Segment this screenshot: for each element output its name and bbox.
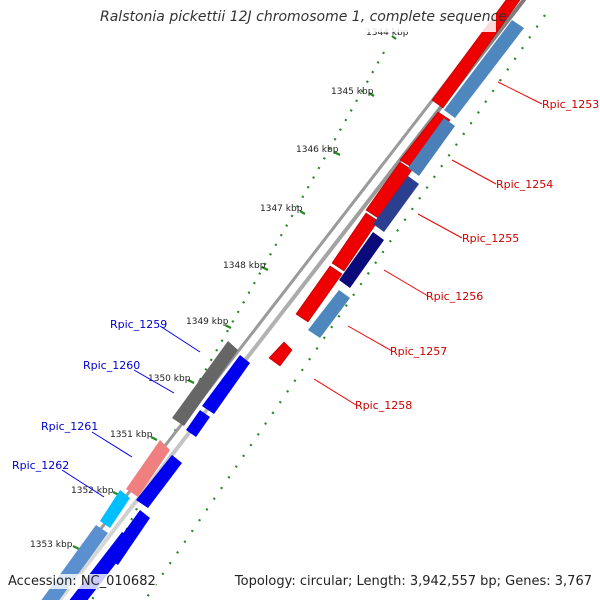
gene-label[interactable]: Rpic_1256 bbox=[426, 290, 483, 303]
kbp-labels: 1344 kbp 1345 kbp 1346 kbp 1347 kbp 1348… bbox=[30, 28, 409, 550]
kbp-label: 1350 kbp bbox=[148, 374, 191, 384]
accession-text: Accession: NC_010682 bbox=[8, 574, 156, 589]
reverse-gene-labels: Rpic_1259 Rpic_1260 Rpic_1261 Rpic_1262 bbox=[12, 318, 167, 472]
gene-label[interactable]: Rpic_1258 bbox=[355, 399, 412, 412]
kbp-label: 1344 kbp bbox=[366, 28, 409, 38]
kbp-label: 1348 kbp bbox=[223, 261, 266, 271]
kbp-ticks bbox=[72, 35, 397, 550]
tick-track-inner bbox=[144, 14, 546, 600]
gene-rpic-1258[interactable] bbox=[268, 341, 293, 367]
gene-label[interactable]: Rpic_1255 bbox=[462, 232, 519, 245]
kbp-label: 1349 kbp bbox=[186, 317, 229, 327]
gene-label[interactable]: Rpic_1261 bbox=[41, 420, 98, 433]
gene-rpic-1256[interactable] bbox=[331, 212, 379, 272]
forward-strand-genes bbox=[268, 0, 521, 367]
reverse-callouts bbox=[61, 325, 201, 498]
kbp-label: 1347 kbp bbox=[260, 204, 303, 214]
gene-label[interactable]: Rpic_1262 bbox=[12, 459, 69, 472]
topology-text: Topology: circular; Length: 3,942,557 bp… bbox=[234, 574, 592, 589]
kbp-label: 1351 kbp bbox=[110, 430, 153, 440]
gene-label[interactable]: Rpic_1257 bbox=[390, 345, 447, 358]
map-title: Ralstonia pickettii 12J chromosome 1, co… bbox=[100, 9, 507, 25]
forward-callouts bbox=[313, 81, 543, 406]
kbp-label: 1353 kbp bbox=[30, 540, 73, 550]
gene-label[interactable]: Rpic_1254 bbox=[496, 178, 553, 191]
kbp-label: 1345 kbp bbox=[331, 87, 374, 97]
forward-comparison-strip bbox=[308, 20, 524, 338]
gene-rpic-1260b[interactable] bbox=[186, 410, 210, 437]
gene-label[interactable]: Rpic_1253 bbox=[542, 98, 599, 111]
gene-rpic-1262[interactable] bbox=[100, 490, 130, 528]
gene-rpic-1261[interactable] bbox=[126, 440, 170, 497]
kbp-label: 1352 kbp bbox=[71, 486, 114, 496]
title-backdrop bbox=[100, 6, 496, 32]
gene-rpic-1260[interactable] bbox=[202, 355, 250, 414]
kbp-label: 1346 kbp bbox=[296, 145, 339, 155]
gene-rpic-1257[interactable] bbox=[295, 265, 343, 323]
gene-rpic-1253[interactable] bbox=[431, 0, 521, 109]
gene-label[interactable]: Rpic_1260 bbox=[83, 359, 140, 372]
gene-rpic-1259[interactable] bbox=[172, 341, 238, 426]
forward-gene-labels: Rpic_1253 Rpic_1254 Rpic_1255 Rpic_1256 … bbox=[355, 98, 599, 412]
gene-rpic-1261b[interactable] bbox=[136, 455, 182, 508]
gene-label[interactable]: Rpic_1259 bbox=[110, 318, 167, 331]
